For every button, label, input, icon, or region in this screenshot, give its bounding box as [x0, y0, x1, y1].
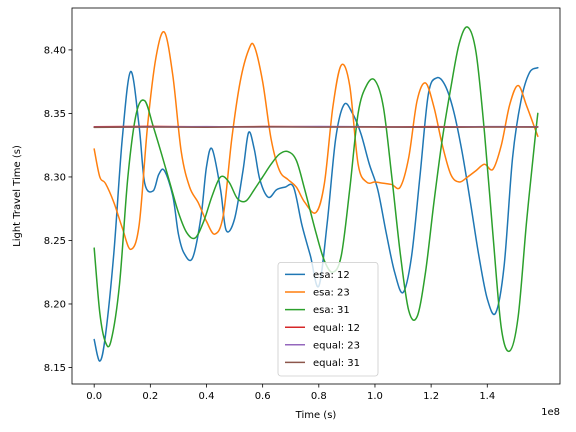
legend-label: equal: 12 — [313, 323, 360, 334]
x-tick-label: 1.4 — [479, 391, 495, 402]
legend-label: esa: 23 — [313, 288, 350, 299]
y-tick-label: 8.30 — [44, 173, 66, 184]
series-line-esa-23 — [93, 30, 539, 251]
x-tick-label: 1.2 — [423, 391, 439, 402]
x-axis: 0.0 0.2 0.4 0.6 0.8 1.0 1.2 1.4 — [86, 384, 495, 402]
legend: esa: 12 esa: 23 esa: 31 equal: 12 equal: 23 e… — [277, 261, 379, 377]
x-tick-label: 0.8 — [311, 391, 327, 402]
x-tick-label: 0.4 — [199, 391, 215, 402]
legend-label: equal: 23 — [313, 340, 360, 351]
y-axis: 8.15 8.20 8.25 8.30 8.35 8.40 — [44, 46, 72, 374]
legend-label: esa: 31 — [313, 305, 350, 316]
y-tick-label: 8.25 — [44, 236, 66, 247]
series-line-esa-12 — [93, 66, 539, 362]
legend-label: equal: 31 — [313, 358, 360, 369]
series-layer — [93, 26, 539, 362]
y-axis-title: Light Travel Time (s) — [12, 145, 23, 247]
y-tick-label: 8.20 — [44, 300, 66, 311]
legend-box — [277, 261, 379, 377]
x-axis-title: Time (s) — [295, 410, 337, 421]
x-tick-label: 0.0 — [86, 391, 102, 402]
series-line-esa-31 — [93, 26, 539, 353]
y-tick-label: 8.35 — [44, 109, 66, 120]
legend-label: esa: 12 — [313, 270, 350, 281]
y-tick-label: 8.40 — [44, 46, 66, 57]
x-tick-label: 1.0 — [367, 391, 383, 402]
plot-frame — [71, 7, 561, 385]
y-tick-label: 8.15 — [44, 363, 66, 374]
x-tick-label: 0.6 — [255, 391, 271, 402]
series-line-equal-31 — [93, 126, 539, 129]
x-tick-label: 0.2 — [142, 391, 158, 402]
x-axis-scale-label: 1e8 — [541, 407, 560, 418]
